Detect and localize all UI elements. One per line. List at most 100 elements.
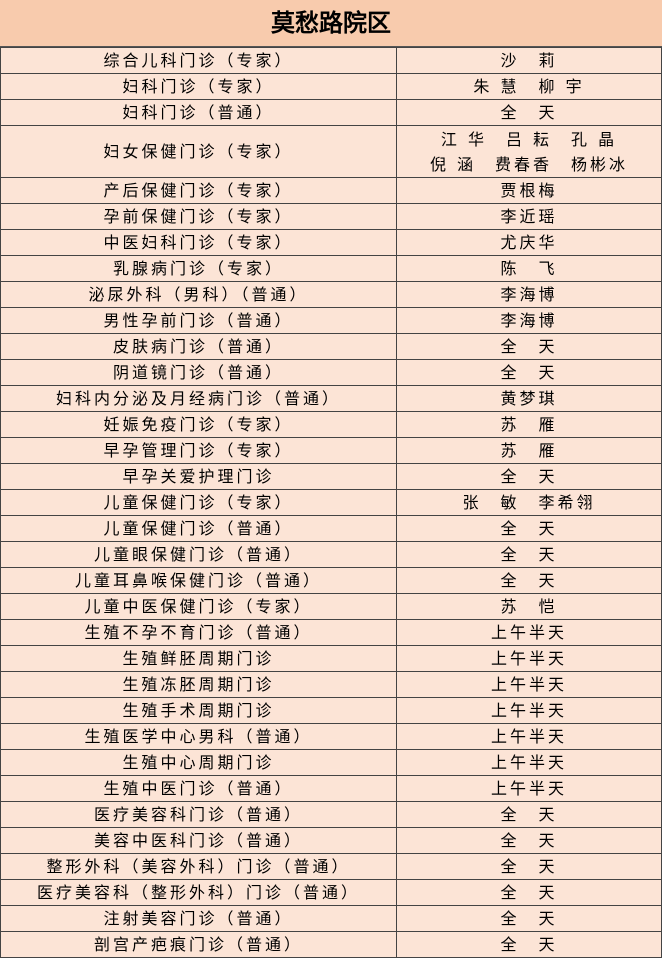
clinic-cell: 男性孕前门诊（普通）	[0, 307, 397, 334]
doctor-line: 倪 涵 费春香 杨彬冰	[429, 154, 629, 174]
row: 儿童保健门诊（专家）张 敏 李希翎	[0, 489, 662, 516]
row: 医疗美容科门诊（普通）全 天	[0, 801, 662, 828]
row: 中医妇科门诊（专家） 尤庆华	[0, 229, 662, 256]
doctor-line: 江 华 吕 耘 孔 晶	[440, 129, 618, 149]
clinic-cell: 生殖鲜胚周期门诊	[0, 645, 397, 672]
row: 妇女保健门诊（专家）江 华 吕 耘 孔 晶倪 涵 费春香 杨彬冰	[0, 125, 662, 178]
doctor-cell: 黄梦琪	[396, 385, 662, 412]
clinic-cell: 美容中医科门诊（普通）	[0, 827, 397, 854]
clinic-cell: 妇科内分泌及月经病门诊（普通）	[0, 385, 397, 412]
row: 医疗美容科（整形外科）门诊（普通）全 天	[0, 879, 662, 906]
doctor-cell: 全 天	[396, 853, 662, 880]
doctor-cell: 全 天	[396, 99, 662, 126]
doctor-cell: 全 天	[396, 333, 662, 360]
clinic-cell: 儿童耳鼻喉保健门诊（普通）	[0, 567, 397, 594]
doctor-cell: 贾根梅	[396, 177, 662, 204]
schedule-table: 综合儿科门诊（专家）沙 莉妇科门诊（专家）朱 慧 柳 宇妇科门诊（普通）全 天妇…	[0, 47, 662, 958]
row: 妇科内分泌及月经病门诊（普通） 黄梦琪	[0, 385, 662, 412]
clinic-cell: 泌尿外科（男科）（普通）	[0, 281, 397, 308]
doctor-cell: 全 天	[396, 463, 662, 490]
clinic-cell: 生殖中心周期门诊	[0, 749, 397, 776]
clinic-cell: 剖宫产疤痕门诊（普通）	[0, 931, 397, 958]
row: 生殖医学中心男科（普通） 上午半天	[0, 723, 662, 750]
row: 生殖鲜胚周期门诊 上午半天	[0, 645, 662, 672]
clinic-cell: 妇科门诊（普通）	[0, 99, 397, 126]
row: 儿童中医保健门诊（专家）苏 恺	[0, 593, 662, 620]
clinic-cell: 整形外科（美容外科）门诊（普通）	[0, 853, 397, 880]
row: 皮肤病门诊（普通）全 天	[0, 333, 662, 360]
clinic-cell: 儿童保健门诊（普通）	[0, 515, 397, 542]
clinic-cell: 阴道镜门诊（普通）	[0, 359, 397, 386]
doctor-cell: 上午半天	[396, 671, 662, 698]
doctor-cell: 苏 恺	[396, 593, 662, 620]
row: 儿童耳鼻喉保健门诊（普通）全 天	[0, 567, 662, 594]
row: 综合儿科门诊（专家）沙 莉	[0, 47, 662, 74]
doctor-cell: 全 天	[396, 567, 662, 594]
doctor-cell: 陈 飞	[396, 255, 662, 282]
doctor-cell: 朱 慧 柳 宇	[396, 73, 662, 100]
clinic-cell: 生殖不孕不育门诊（普通）	[0, 619, 397, 646]
clinic-cell: 产后保健门诊（专家）	[0, 177, 397, 204]
row: 产后保健门诊（专家） 贾根梅	[0, 177, 662, 204]
row: 生殖手术周期门诊 上午半天	[0, 697, 662, 724]
doctor-cell: 苏 雁	[396, 411, 662, 438]
clinic-cell: 生殖医学中心男科（普通）	[0, 723, 397, 750]
row: 孕前保健门诊（专家） 李近瑶	[0, 203, 662, 230]
doctor-cell: 全 天	[396, 359, 662, 386]
doctor-cell: 全 天	[396, 515, 662, 542]
row: 美容中医科门诊（普通）全 天	[0, 827, 662, 854]
row: 儿童眼保健门诊（普通）全 天	[0, 541, 662, 568]
clinic-cell: 皮肤病门诊（普通）	[0, 333, 397, 360]
row: 生殖不孕不育门诊（普通） 上午半天	[0, 619, 662, 646]
doctor-cell: 全 天	[396, 931, 662, 958]
doctor-cell: 全 天	[396, 827, 662, 854]
clinic-cell: 儿童眼保健门诊（普通）	[0, 541, 397, 568]
doctor-cell: 全 天	[396, 801, 662, 828]
row: 生殖中医门诊（普通） 上午半天	[0, 775, 662, 802]
doctor-cell: 苏 雁	[396, 437, 662, 464]
row: 剖宫产疤痕门诊（普通）全 天	[0, 931, 662, 958]
clinic-cell: 妊娠免疫门诊（专家）	[0, 411, 397, 438]
doctor-cell: 上午半天	[396, 749, 662, 776]
clinic-cell: 儿童中医保健门诊（专家）	[0, 593, 397, 620]
doctor-cell: 上午半天	[396, 775, 662, 802]
doctor-cell: 李海博	[396, 281, 662, 308]
clinic-cell: 乳腺病门诊（专家）	[0, 255, 397, 282]
row: 注射美容门诊（普通）全 天	[0, 905, 662, 932]
row: 妇科门诊（普通）全 天	[0, 99, 662, 126]
doctor-cell: 李海博	[396, 307, 662, 334]
clinic-cell: 妇科门诊（专家）	[0, 73, 397, 100]
clinic-cell: 生殖手术周期门诊	[0, 697, 397, 724]
clinic-cell: 儿童保健门诊（专家）	[0, 489, 397, 516]
clinic-cell: 生殖冻胚周期门诊	[0, 671, 397, 698]
clinic-cell: 综合儿科门诊（专家）	[0, 47, 397, 74]
clinic-cell: 孕前保健门诊（专家）	[0, 203, 397, 230]
row: 早孕管理门诊（专家）苏 雁	[0, 437, 662, 464]
row: 阴道镜门诊（普通）全 天	[0, 359, 662, 386]
clinic-cell: 妇女保健门诊（专家）	[0, 125, 397, 178]
row: 男性孕前门诊（普通） 李海博	[0, 307, 662, 334]
row: 妊娠免疫门诊（专家）苏 雁	[0, 411, 662, 438]
row: 早孕关爱护理门诊全 天	[0, 463, 662, 490]
doctor-cell: 上午半天	[396, 697, 662, 724]
clinic-cell: 早孕管理门诊（专家）	[0, 437, 397, 464]
doctor-cell: 全 天	[396, 541, 662, 568]
doctor-cell: 尤庆华	[396, 229, 662, 256]
clinic-cell: 注射美容门诊（普通）	[0, 905, 397, 932]
row: 生殖冻胚周期门诊 上午半天	[0, 671, 662, 698]
doctor-cell: 李近瑶	[396, 203, 662, 230]
row: 整形外科（美容外科）门诊（普通）全 天	[0, 853, 662, 880]
doctor-cell: 张 敏 李希翎	[396, 489, 662, 516]
title: 莫愁路院区	[0, 0, 662, 47]
doctor-cell: 上午半天	[396, 645, 662, 672]
row: 妇科门诊（专家）朱 慧 柳 宇	[0, 73, 662, 100]
row: 乳腺病门诊（专家）陈 飞	[0, 255, 662, 282]
doctor-cell: 江 华 吕 耘 孔 晶倪 涵 费春香 杨彬冰	[396, 125, 662, 178]
doctor-cell: 全 天	[396, 879, 662, 906]
doctor-cell: 上午半天	[396, 619, 662, 646]
doctor-cell: 沙 莉	[396, 47, 662, 74]
clinic-cell: 早孕关爱护理门诊	[0, 463, 397, 490]
row: 生殖中心周期门诊 上午半天	[0, 749, 662, 776]
doctor-cell: 全 天	[396, 905, 662, 932]
doctor-cell: 上午半天	[396, 723, 662, 750]
